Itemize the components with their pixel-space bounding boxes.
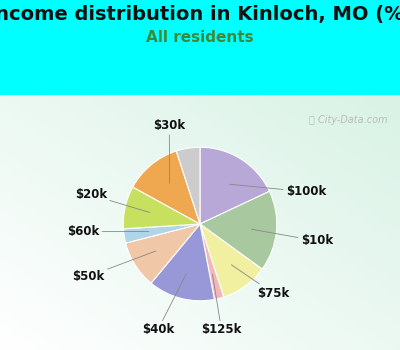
Wedge shape — [200, 224, 262, 297]
Wedge shape — [133, 151, 200, 224]
Text: $10k: $10k — [252, 229, 333, 247]
Text: ⓘ City-Data.com: ⓘ City-Data.com — [309, 115, 388, 125]
Text: $125k: $125k — [201, 274, 242, 336]
Text: All residents: All residents — [146, 30, 254, 45]
Text: $20k: $20k — [75, 188, 150, 212]
Wedge shape — [123, 187, 200, 229]
Wedge shape — [200, 191, 277, 269]
Text: $40k: $40k — [142, 274, 186, 336]
Wedge shape — [123, 224, 200, 243]
Text: $75k: $75k — [232, 265, 289, 300]
Wedge shape — [126, 224, 200, 283]
Wedge shape — [151, 224, 214, 301]
Wedge shape — [200, 147, 270, 224]
Wedge shape — [176, 147, 200, 224]
Text: $60k: $60k — [67, 225, 149, 238]
Text: Income distribution in Kinloch, MO (%): Income distribution in Kinloch, MO (%) — [0, 5, 400, 24]
Text: $100k: $100k — [230, 184, 326, 198]
Text: $30k: $30k — [153, 119, 185, 183]
Text: $50k: $50k — [72, 251, 156, 283]
Wedge shape — [200, 224, 224, 299]
